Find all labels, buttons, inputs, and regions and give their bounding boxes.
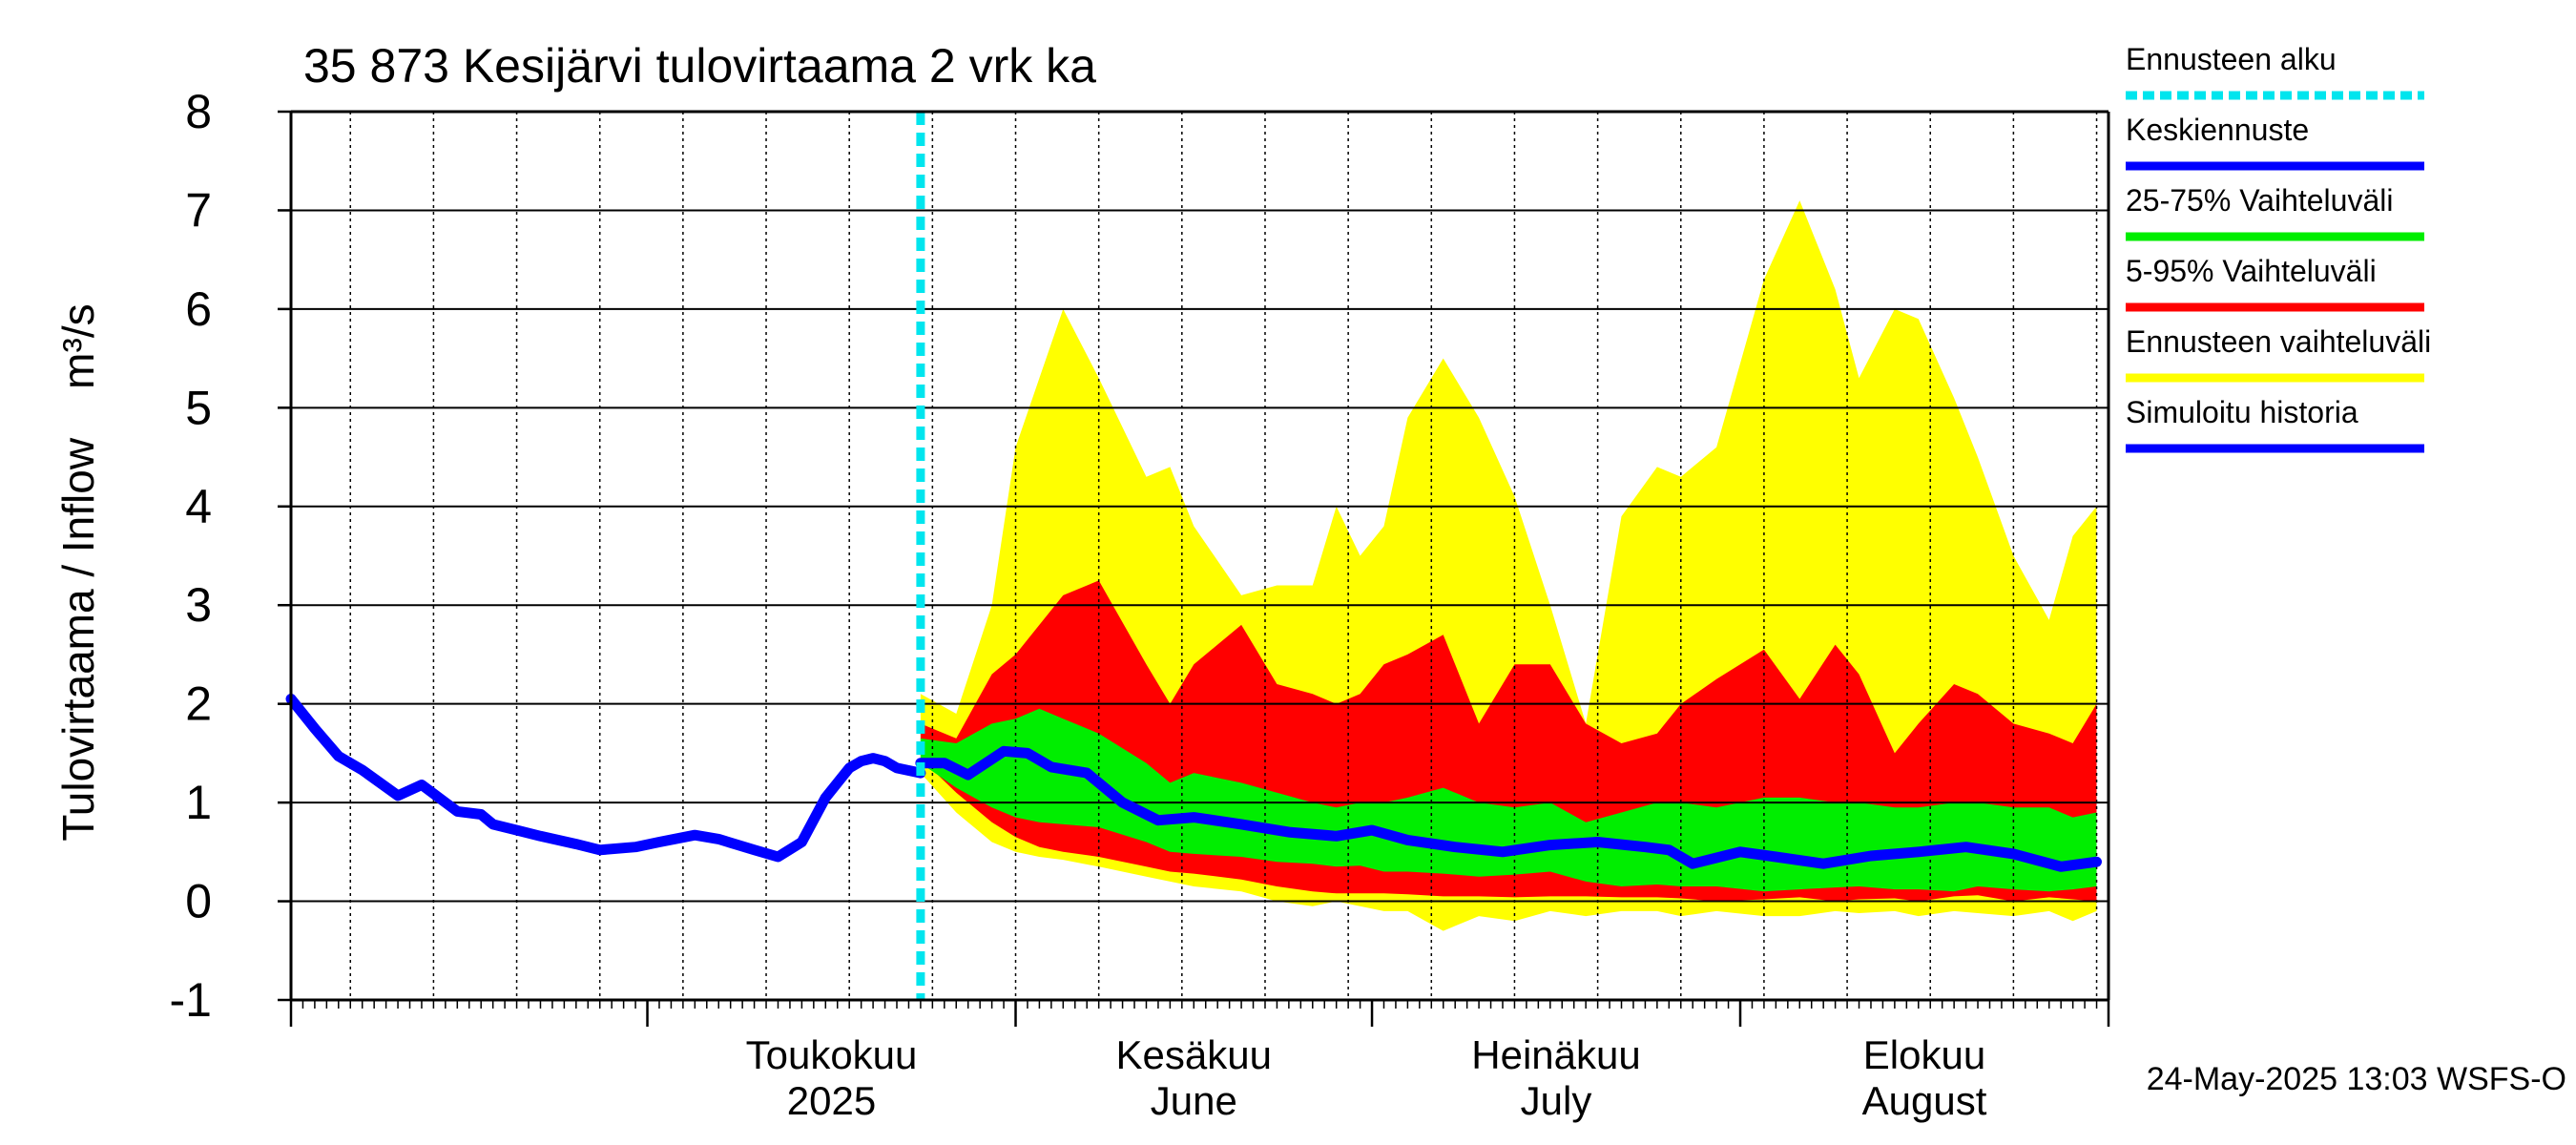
legend-label: Keskiennuste: [2126, 113, 2309, 147]
y-tick-label: 6: [185, 282, 212, 336]
y-tick-label: 7: [185, 183, 212, 237]
x-year-label: 2025: [787, 1078, 876, 1123]
x-month-label: Kesäkuu: [1116, 1032, 1272, 1077]
y-axis-label: Tulovirtaama / Inflow m³/s: [53, 303, 103, 841]
series-lines: [285, 112, 2102, 1000]
y-tick-label: -1: [170, 973, 212, 1027]
legend-label: Ennusteen vaihteluväli: [2126, 324, 2431, 359]
timestamp-footer: 24-May-2025 13:03 WSFS-O: [2147, 1061, 2566, 1097]
x-month-label: Toukokuu: [746, 1032, 918, 1077]
x-year-label: July: [1521, 1078, 1592, 1123]
x-year-label: June: [1151, 1078, 1237, 1123]
x-month-label: Elokuu: [1863, 1032, 1985, 1077]
x-year-label: August: [1862, 1078, 1987, 1123]
y-tick-label: 0: [185, 875, 212, 928]
y-tick-label: 2: [185, 677, 212, 731]
legend-label: 5-95% Vaihteluväli: [2126, 254, 2377, 288]
series-line-0: [285, 694, 926, 863]
legend: Ennusteen alku Keskiennuste 25-75% Vaihtel…: [2126, 42, 2431, 453]
legend-label: Simuloitu historia: [2126, 395, 2358, 429]
x-month-label: Heinäkuu: [1471, 1032, 1640, 1077]
y-tick-label: 5: [185, 381, 212, 434]
legend-label: Ennusteen alku: [2126, 42, 2337, 76]
band-2: [920, 708, 2097, 892]
series-line-1: [915, 745, 2102, 872]
chart-title: 35 873 Kesijärvi tulovirtaama 2 vrk ka: [303, 39, 1096, 93]
legend-label: 25-75% Vaihteluväli: [2126, 183, 2393, 218]
y-tick-label: 3: [185, 578, 212, 632]
y-tick-label: 1: [185, 776, 212, 829]
y-tick-label: 8: [185, 85, 212, 138]
y-tick-label: 4: [185, 480, 212, 533]
